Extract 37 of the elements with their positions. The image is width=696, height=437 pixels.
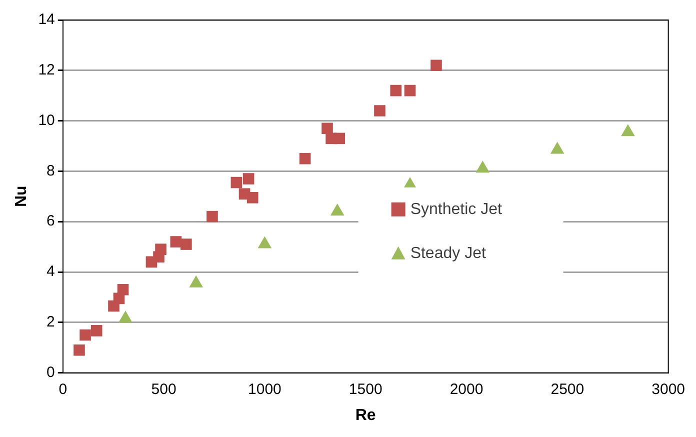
point xyxy=(80,329,91,341)
y-tick-label: 10 xyxy=(38,112,55,129)
y-tick-label: 8 xyxy=(46,162,55,180)
y-tick-label: 4 xyxy=(46,263,55,280)
x-tick-label: 2500 xyxy=(550,380,584,398)
y-tick-label: 12 xyxy=(38,62,55,79)
point xyxy=(230,176,242,188)
x-axis-title: Re xyxy=(355,406,376,424)
point xyxy=(206,210,218,222)
x-tick-label: 1500 xyxy=(348,380,382,398)
point xyxy=(334,132,346,144)
point xyxy=(180,238,192,250)
point xyxy=(170,236,182,248)
point xyxy=(374,105,386,116)
point xyxy=(299,152,311,164)
x-tick-label: 1000 xyxy=(248,380,282,398)
point xyxy=(322,122,333,134)
x-tick-label: 500 xyxy=(151,380,176,398)
point xyxy=(242,173,254,184)
legend-label: Steady Jet xyxy=(410,244,486,262)
y-axis-title: Nu xyxy=(13,186,30,208)
legend-label: Synthetic Jet xyxy=(410,200,502,218)
point xyxy=(390,84,402,96)
point xyxy=(404,84,416,96)
x-tick-label: 0 xyxy=(58,380,68,398)
y-tick-label: 6 xyxy=(46,212,55,230)
y-tick-label: 14 xyxy=(38,11,55,28)
point xyxy=(74,344,85,356)
point xyxy=(246,192,258,204)
y-tick-label: 2 xyxy=(46,314,55,331)
point xyxy=(430,60,442,72)
point xyxy=(117,284,129,296)
y-tick-label: 0 xyxy=(46,364,55,381)
x-tick-label: 3000 xyxy=(652,380,686,398)
point xyxy=(90,325,102,336)
point xyxy=(155,244,166,255)
x-tick-label: 2000 xyxy=(450,380,484,398)
